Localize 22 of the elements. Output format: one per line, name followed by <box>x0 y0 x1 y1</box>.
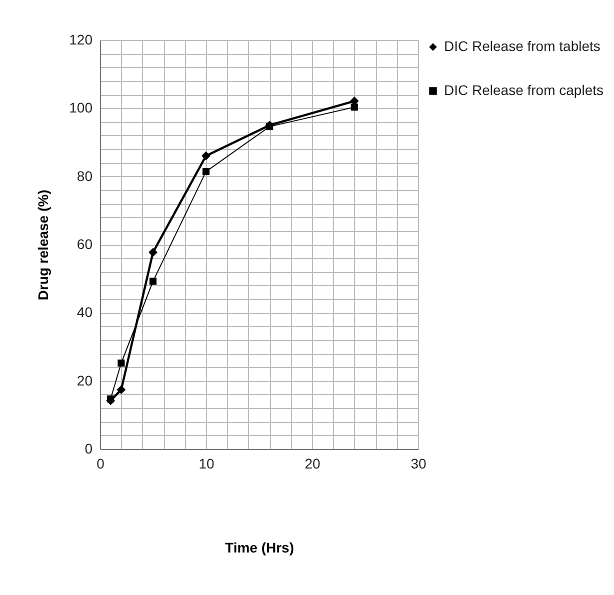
legend-label: DIC Release from tablets <box>444 38 600 54</box>
point <box>202 151 210 160</box>
point <box>149 278 157 285</box>
y-tick-label: 40 <box>76 304 93 320</box>
point <box>202 168 210 176</box>
y-tick-label: 80 <box>76 168 93 184</box>
point <box>118 360 125 367</box>
point <box>148 248 158 257</box>
point <box>350 104 358 111</box>
y-tick-label: 20 <box>76 372 93 388</box>
y-tick-label: 0 <box>84 440 93 456</box>
y-tick-label: 60 <box>76 236 93 252</box>
y-tick-label: 120 <box>69 32 93 48</box>
x-tick-label: 0 <box>96 456 105 472</box>
x-tick-label: 30 <box>410 456 426 472</box>
y-tick-label: 100 <box>69 100 93 116</box>
x-tick-label: 10 <box>198 456 214 472</box>
x-axis-title: Time (Hrs) <box>225 540 294 556</box>
point <box>116 385 126 394</box>
legend-label: DIC Release from caplets <box>444 82 604 98</box>
x-tick-label: 20 <box>304 456 320 472</box>
y-axis-title: Drug release (%) <box>35 190 52 300</box>
